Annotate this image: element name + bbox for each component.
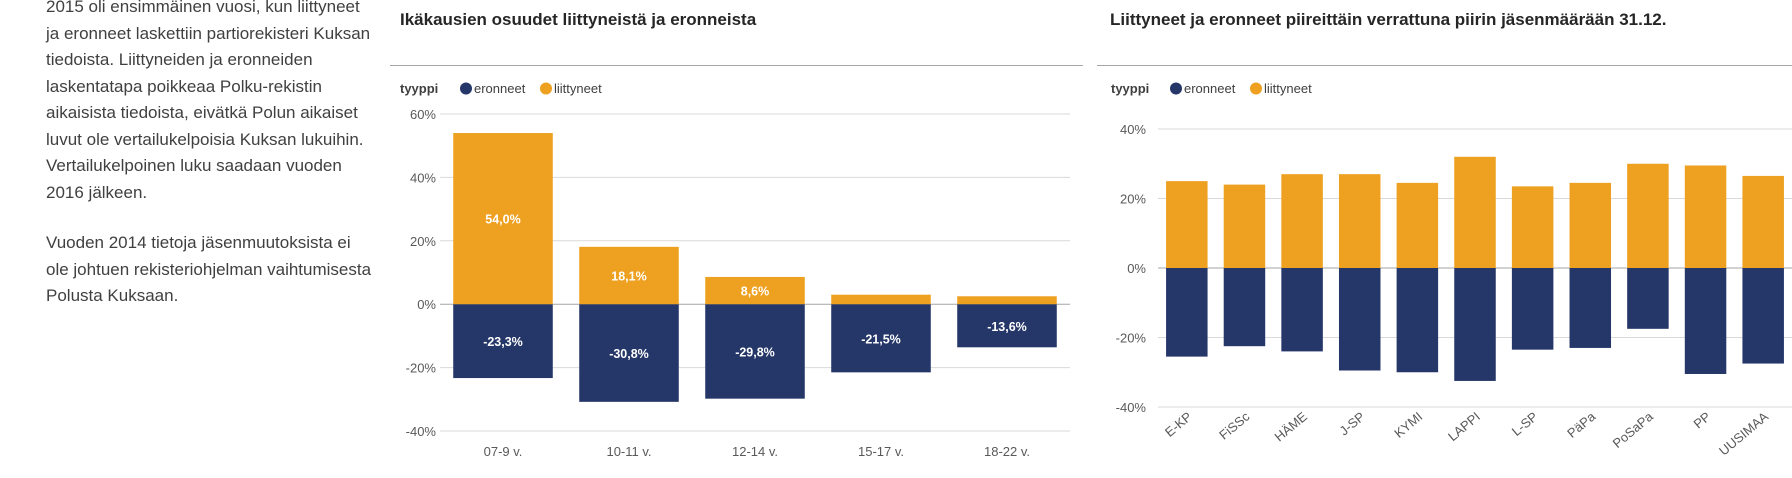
- data-label: -21,5%: [861, 332, 901, 346]
- legend-marker-eronneet: [1170, 82, 1182, 95]
- bar-liittyneet: [1684, 165, 1727, 268]
- legend-title: tyyppi: [1111, 81, 1149, 96]
- y-tick-label: -20%: [1116, 331, 1147, 346]
- legend-label-eronneet: eronneet: [474, 81, 526, 96]
- title-divider: [1097, 65, 1792, 66]
- x-category-label: LAPPI: [1445, 409, 1483, 444]
- x-category-label: 07-9 v.: [484, 444, 523, 459]
- bar-eronneet: [1223, 268, 1266, 347]
- x-category-label: FiSSc: [1216, 408, 1253, 442]
- x-category-label: HÄME: [1272, 409, 1311, 445]
- bar-liittyneet: [1454, 156, 1496, 268]
- data-label: -30,8%: [609, 347, 649, 361]
- legend-label-eronneet: eronneet: [1184, 81, 1236, 96]
- explanation-paragraph: Vuoden 2014 tietoja jäsenmuutoksista ei …: [46, 233, 372, 305]
- bar-liittyneet: [579, 246, 679, 305]
- bar-liittyneet: [1223, 184, 1266, 268]
- bar-liittyneet: [1281, 174, 1323, 268]
- y-tick-label: 40%: [410, 170, 436, 185]
- bar-eronneet: [1627, 268, 1669, 329]
- legend-marker-liittyneet: [1250, 82, 1262, 95]
- x-category-label: PäPa: [1564, 408, 1599, 440]
- legend-marker-liittyneet: [540, 82, 552, 95]
- y-tick-label: -40%: [1116, 400, 1147, 415]
- y-tick-label: 0%: [1127, 261, 1146, 276]
- bar-eronneet: [1569, 268, 1612, 348]
- legend-label-liittyneet: liittyneet: [1264, 81, 1312, 96]
- x-category-label: L-SP: [1509, 409, 1541, 439]
- data-label: -13,6%: [987, 320, 1027, 334]
- y-tick-label: 20%: [1120, 192, 1146, 207]
- x-category-label: PoSaPa: [1610, 408, 1657, 451]
- data-label: 8,6%: [741, 285, 770, 299]
- bar-liittyneet: [831, 294, 931, 305]
- x-category-label: 18-22 v.: [984, 444, 1030, 459]
- x-category-label: 15-17 v.: [858, 444, 904, 459]
- bar-liittyneet: [957, 296, 1057, 305]
- bar-liittyneet: [1742, 175, 1784, 268]
- bar-liittyneet: [1627, 163, 1669, 268]
- x-category-label: PP: [1691, 409, 1714, 432]
- title-divider: [390, 65, 1083, 66]
- chart-title: Liittyneet ja eronneet piireittäin verra…: [1110, 10, 1667, 29]
- data-label: -29,8%: [735, 345, 775, 359]
- bar-eronneet: [831, 304, 931, 373]
- bar-eronneet: [705, 304, 805, 399]
- bar-eronneet: [1281, 268, 1323, 352]
- bar-eronneet: [1511, 268, 1554, 350]
- bar-eronneet: [1396, 268, 1439, 373]
- x-category-label: UUSIMAA: [1716, 409, 1771, 459]
- x-category-label: KYMI: [1391, 409, 1425, 441]
- y-tick-label: 20%: [410, 234, 436, 249]
- chart-title: Ikäkausien osuudet liittyneistä ja eronn…: [400, 10, 757, 29]
- bar-eronneet: [1684, 268, 1727, 374]
- bar-eronneet: [1454, 268, 1496, 381]
- bar-eronneet: [1338, 268, 1381, 371]
- x-category-label: E-KP: [1162, 409, 1195, 440]
- bar-eronneet: [453, 304, 553, 379]
- explanation-paragraph: 2015 oli ensimmäinen vuosi, kun liittyne…: [46, 0, 371, 202]
- bar-liittyneet: [1166, 181, 1208, 268]
- legend-label-liittyneet: liittyneet: [554, 81, 602, 96]
- bar-liittyneet: [1569, 182, 1612, 268]
- bar-eronneet: [957, 304, 1057, 348]
- legend-title: tyyppi: [400, 81, 438, 96]
- x-category-label: J-SP: [1336, 409, 1367, 439]
- bar-eronneet: [579, 304, 679, 402]
- bar-liittyneet: [705, 276, 805, 305]
- x-category-label: 10-11 v.: [606, 444, 651, 459]
- legend-marker-eronneet: [460, 82, 472, 95]
- x-category-label: 12-14 v.: [732, 444, 778, 459]
- data-label: -23,3%: [483, 335, 523, 349]
- y-tick-label: 40%: [1120, 122, 1146, 137]
- y-tick-label: 60%: [410, 107, 436, 122]
- bar-liittyneet: [1396, 182, 1439, 268]
- bar-liittyneet: [453, 133, 553, 305]
- data-label: 18,1%: [611, 270, 646, 284]
- bar-eronneet: [1166, 268, 1208, 357]
- bar-liittyneet: [1338, 174, 1381, 268]
- y-tick-label: -40%: [406, 424, 437, 439]
- y-tick-label: -20%: [406, 361, 437, 376]
- bar-eronneet: [1742, 268, 1784, 364]
- data-label: 54,0%: [485, 213, 520, 227]
- explanatory-text: 2015 oli ensimmäinen vuosi, kun liittyne…: [46, 0, 376, 334]
- y-tick-label: 0%: [417, 297, 436, 312]
- bar-liittyneet: [1511, 186, 1554, 268]
